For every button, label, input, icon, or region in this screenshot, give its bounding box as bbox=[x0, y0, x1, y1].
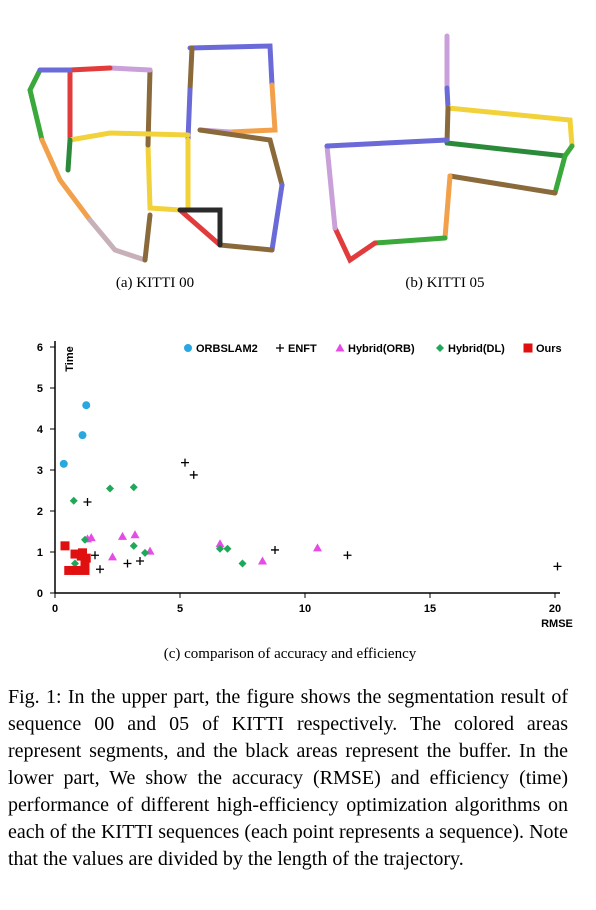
point-ours bbox=[80, 558, 90, 568]
subfigure-a-caption: (a) KITTI 00 bbox=[115, 275, 195, 291]
point-ours bbox=[80, 565, 90, 575]
point-hybrid-dl- bbox=[238, 559, 247, 568]
scatter-chart: 0 5 10 15 20 0 1 2 3 4 5 6 RMSE Time ORBSLAM2 ENFT Hybr… bbox=[37, 341, 573, 630]
kitti05-trajectory bbox=[324, 33, 575, 264]
point-hybrid-dl- bbox=[141, 548, 149, 557]
point-enft bbox=[136, 557, 144, 566]
chart-axes: 0 5 10 15 20 0 1 2 3 4 5 6 RMSE Time bbox=[37, 341, 573, 630]
point-hybrid-orb- bbox=[258, 556, 267, 565]
point-hybrid-dl- bbox=[223, 544, 232, 553]
x-tick-label: 20 bbox=[549, 603, 561, 615]
legend-marker-4 bbox=[523, 343, 533, 353]
point-ours bbox=[76, 551, 86, 561]
point-hybrid-orb- bbox=[86, 533, 96, 542]
point-hybrid-dl- bbox=[81, 535, 89, 544]
legend-label: Hybrid(DL) bbox=[448, 343, 505, 355]
x-tick-label: 10 bbox=[299, 603, 311, 615]
legend-marker-1 bbox=[276, 344, 284, 352]
point-enft bbox=[343, 551, 352, 560]
y-tick-label: 3 bbox=[37, 465, 43, 477]
y-tick-label: 6 bbox=[37, 342, 43, 354]
point-ours bbox=[81, 553, 91, 563]
point-hybrid-dl- bbox=[129, 541, 138, 550]
point-orbslam2 bbox=[59, 459, 68, 468]
point-ours bbox=[60, 541, 70, 551]
point-enft bbox=[271, 545, 279, 554]
x-tick-label: 0 bbox=[52, 603, 58, 615]
point-orbslam2 bbox=[82, 401, 91, 410]
point-hybrid-dl- bbox=[69, 496, 78, 505]
chart-marks bbox=[59, 401, 562, 575]
point-enft bbox=[123, 559, 132, 568]
point-hybrid-orb- bbox=[118, 531, 127, 540]
legend-label: Ours bbox=[536, 343, 562, 355]
subfigure-c-caption: (c) comparison of accuracy and efficienc… bbox=[163, 646, 417, 662]
point-orbslam2 bbox=[78, 431, 87, 440]
point-hybrid-dl- bbox=[106, 484, 114, 493]
point-enft bbox=[553, 562, 562, 571]
legend-label: ORBSLAM2 bbox=[196, 343, 258, 355]
point-enft bbox=[91, 551, 99, 560]
point-hybrid-dl- bbox=[71, 559, 79, 568]
point-ours bbox=[71, 565, 81, 575]
legend-marker-3 bbox=[436, 344, 444, 352]
point-hybrid-orb- bbox=[313, 543, 322, 552]
kitti00-trajectory bbox=[27, 43, 285, 263]
point-enft bbox=[83, 497, 92, 506]
legend-label: Hybrid(ORB) bbox=[348, 343, 415, 355]
point-hybrid-orb- bbox=[108, 552, 117, 561]
y-tick-label: 4 bbox=[37, 424, 44, 436]
subfigure-b-caption: (b) KITTI 05 bbox=[405, 275, 485, 291]
legend-marker-0 bbox=[184, 344, 192, 352]
x-tick-label: 5 bbox=[177, 603, 183, 615]
point-hybrid-orb- bbox=[215, 539, 225, 548]
y-tick-label: 5 bbox=[37, 383, 43, 395]
legend-marker-2 bbox=[335, 343, 345, 352]
y-tick-label: 0 bbox=[37, 588, 43, 600]
point-ours bbox=[70, 549, 80, 559]
point-ours bbox=[64, 565, 74, 575]
point-enft bbox=[96, 565, 104, 574]
figure-caption: Fig. 1: In the upper part, the figure sh… bbox=[8, 686, 568, 870]
point-hybrid-dl- bbox=[129, 483, 138, 492]
x-tick-label: 15 bbox=[424, 603, 436, 615]
point-hybrid-dl- bbox=[216, 544, 224, 553]
x-axis-label: RMSE bbox=[541, 618, 573, 630]
legend-label: ENFT bbox=[288, 343, 317, 355]
point-enft bbox=[189, 470, 198, 479]
chart-legend: ORBSLAM2 ENFT Hybrid(ORB) Hybrid(DL) Ours bbox=[184, 343, 562, 355]
point-hybrid-orb- bbox=[130, 530, 140, 539]
y-axis-label: Time bbox=[64, 346, 76, 371]
y-tick-label: 2 bbox=[37, 506, 43, 518]
y-tick-label: 1 bbox=[37, 547, 43, 559]
point-enft bbox=[181, 458, 189, 467]
